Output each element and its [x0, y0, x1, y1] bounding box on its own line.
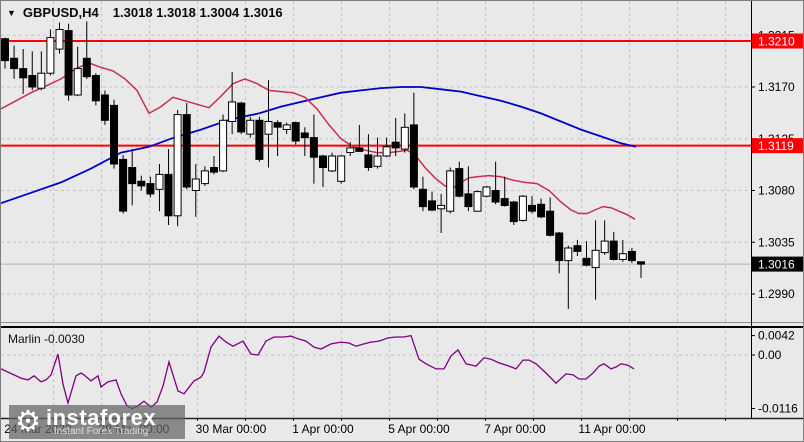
marlin-indicator-line — [1, 334, 635, 410]
level-price-label — [752, 138, 803, 154]
current-price-label-text: 1.3016 — [758, 258, 795, 272]
symbol-label: GBPUSD,H4 — [22, 5, 99, 20]
level-price-label-text: 1.3210 — [758, 35, 795, 49]
price-tick-label: 1.2990 — [758, 287, 795, 301]
indicator-tick-label: 0.0042 — [758, 329, 795, 343]
level-price-label-text: 1.3119 — [758, 139, 794, 153]
candles-layer — [1, 21, 645, 309]
time-tick-label: 30 Mar 00:00 — [196, 422, 267, 436]
time-tick-label: 7 Apr 00:00 — [484, 422, 546, 436]
logo-brand: instaforex — [46, 404, 157, 430]
ma-slow-line — [1, 86, 637, 205]
price-tick-label: 1.3035 — [758, 235, 795, 249]
gear-icon: ⚙ — [15, 405, 41, 438]
time-tick-label: 5 Apr 00:00 — [388, 422, 450, 436]
price-tick-label: 1.3170 — [758, 80, 795, 94]
current-price-label — [752, 256, 803, 272]
price-axis-labels[interactable]: 1.32151.31701.31251.30801.30351.29900.00… — [751, 28, 804, 416]
price-tick-label: 1.3080 — [758, 184, 795, 198]
indicator-tick-label: -0.0116 — [758, 402, 798, 416]
gridlines — [1, 1, 751, 418]
level-price-label — [752, 33, 803, 49]
ohlc-values: 1.3018 1.3018 1.3004 1.3016 — [112, 5, 283, 20]
time-tick-label: 1 Apr 00:00 — [292, 422, 354, 436]
logo-tagline: Instant Forex Trading — [53, 425, 149, 437]
chevron-down-icon[interactable]: ▼ — [7, 7, 16, 18]
instaforex-logo: ⚙ instaforex Instant Forex Trading — [9, 405, 185, 439]
indicator-tick-label: 0.00 — [758, 348, 782, 362]
symbol-header: ▼ GBPUSD,H4 1.3018 1.3018 1.3004 1.3016 — [7, 5, 283, 20]
time-tick-label: 11 Apr 00:00 — [578, 422, 645, 436]
indicator-label: Marlin -0.0030 — [8, 332, 85, 346]
